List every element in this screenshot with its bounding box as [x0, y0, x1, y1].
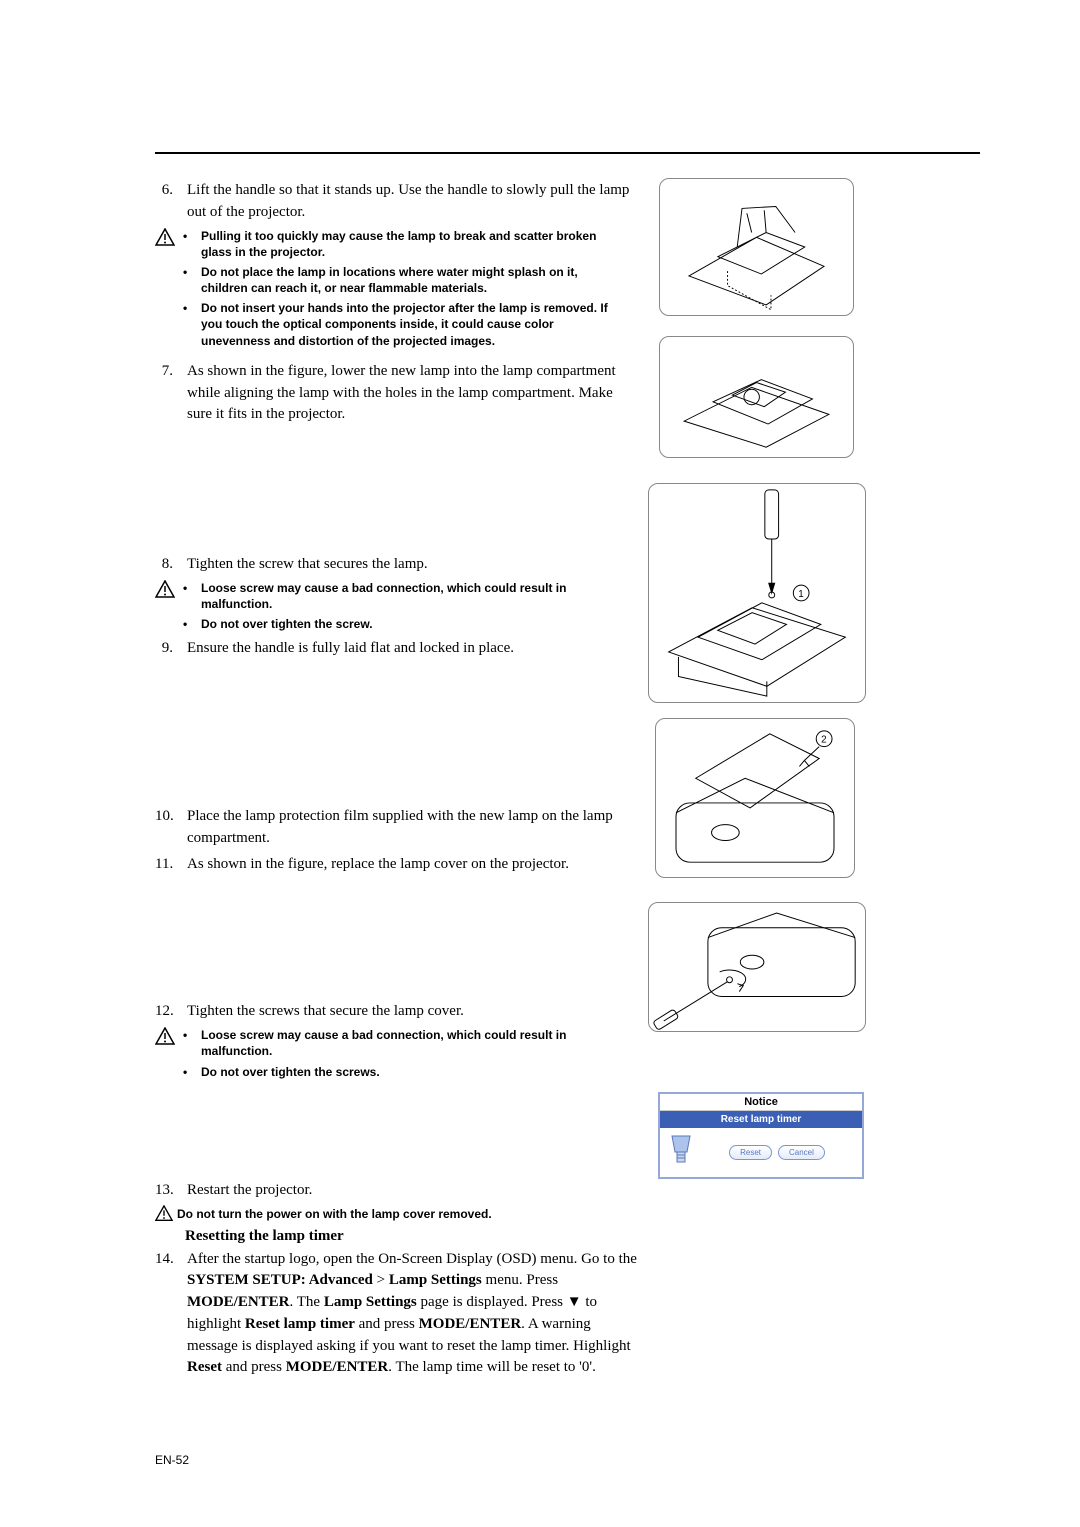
notice-title: Notice: [660, 1094, 862, 1111]
notice-bar: Reset lamp timer: [660, 1111, 862, 1128]
notice-dialog: Notice Reset lamp timer Reset Cancel: [658, 1092, 864, 1179]
step-text: Ensure the handle is fully laid flat and…: [187, 638, 637, 660]
svg-text:2: 2: [821, 735, 826, 746]
step-num: 9.: [155, 638, 187, 660]
step-text: After the startup logo, open the On-Scre…: [187, 1249, 637, 1380]
step-text: As shown in the figure, replace the lamp…: [187, 854, 637, 876]
warning-list: •Pulling it too quickly may cause the la…: [179, 228, 624, 353]
warning-text: Do not place the lamp in locations where…: [201, 264, 624, 296]
warning-list: •Loose screw may cause a bad connection,…: [179, 580, 624, 637]
page-content: 6. Lift the handle so that it stands up.…: [155, 180, 980, 1379]
figure-step12: [648, 902, 866, 1032]
lamp-icon: [668, 1134, 694, 1171]
step-num: 14.: [155, 1249, 187, 1380]
warning-text: Do not turn the power on with the lamp c…: [177, 1207, 492, 1221]
step-13: 13. Restart the projector.: [155, 1180, 980, 1202]
warning-text: Pulling it too quickly may cause the lam…: [201, 228, 624, 260]
top-divider: [155, 152, 980, 154]
page-number: EN-52: [155, 1453, 189, 1467]
step-14: 14. After the startup logo, open the On-…: [155, 1249, 980, 1380]
reset-title: Resetting the lamp timer: [185, 1228, 980, 1245]
figure-step8: 1: [648, 483, 866, 703]
warning-text: Do not over tighten the screw.: [201, 616, 373, 632]
warning-icon: [155, 580, 175, 598]
step-10: 10. Place the lamp protection film suppl…: [155, 806, 980, 850]
warning-text: Do not over tighten the screws.: [201, 1064, 380, 1080]
svg-text:1: 1: [798, 589, 803, 600]
step-num: 13.: [155, 1180, 187, 1202]
figure-step7: [659, 336, 854, 458]
warning-block-3: •Loose screw may cause a bad connection,…: [155, 1027, 980, 1084]
step-num: 12.: [155, 1001, 187, 1023]
step-num: 11.: [155, 854, 187, 876]
warning-text: Do not insert your hands into the projec…: [201, 300, 624, 349]
warning-inline: Do not turn the power on with the lamp c…: [155, 1205, 980, 1221]
warning-icon: [155, 1205, 173, 1221]
step-text: As shown in the figure, lower the new la…: [187, 361, 637, 426]
warning-block-1: •Pulling it too quickly may cause the la…: [155, 228, 980, 353]
step-6: 6. Lift the handle so that it stands up.…: [155, 180, 980, 224]
warning-text: Loose screw may cause a bad connection, …: [201, 1027, 624, 1059]
step-text: Tighten the screws that secure the lamp …: [187, 1001, 637, 1023]
warning-icon: [155, 1027, 175, 1045]
warning-icon: [155, 228, 175, 246]
step-11: 11. As shown in the figure, replace the …: [155, 854, 980, 876]
step-num: 7.: [155, 361, 187, 426]
notice-reset-button[interactable]: Reset: [729, 1145, 772, 1160]
notice-cancel-button[interactable]: Cancel: [778, 1145, 825, 1160]
warning-text: Loose screw may cause a bad connection, …: [201, 580, 624, 612]
figure-step6: [659, 178, 854, 316]
step-text: Place the lamp protection film supplied …: [187, 806, 637, 850]
step-num: 10.: [155, 806, 187, 850]
step-num: 6.: [155, 180, 187, 224]
step-text: Tighten the screw that secures the lamp.: [187, 554, 637, 576]
step-7: 7. As shown in the figure, lower the new…: [155, 361, 980, 426]
warning-list: •Loose screw may cause a bad connection,…: [179, 1027, 624, 1084]
figure-step11: 2: [655, 718, 855, 878]
step-text: Lift the handle so that it stands up. Us…: [187, 180, 637, 224]
step-num: 8.: [155, 554, 187, 576]
step-text: Restart the projector.: [187, 1180, 637, 1202]
